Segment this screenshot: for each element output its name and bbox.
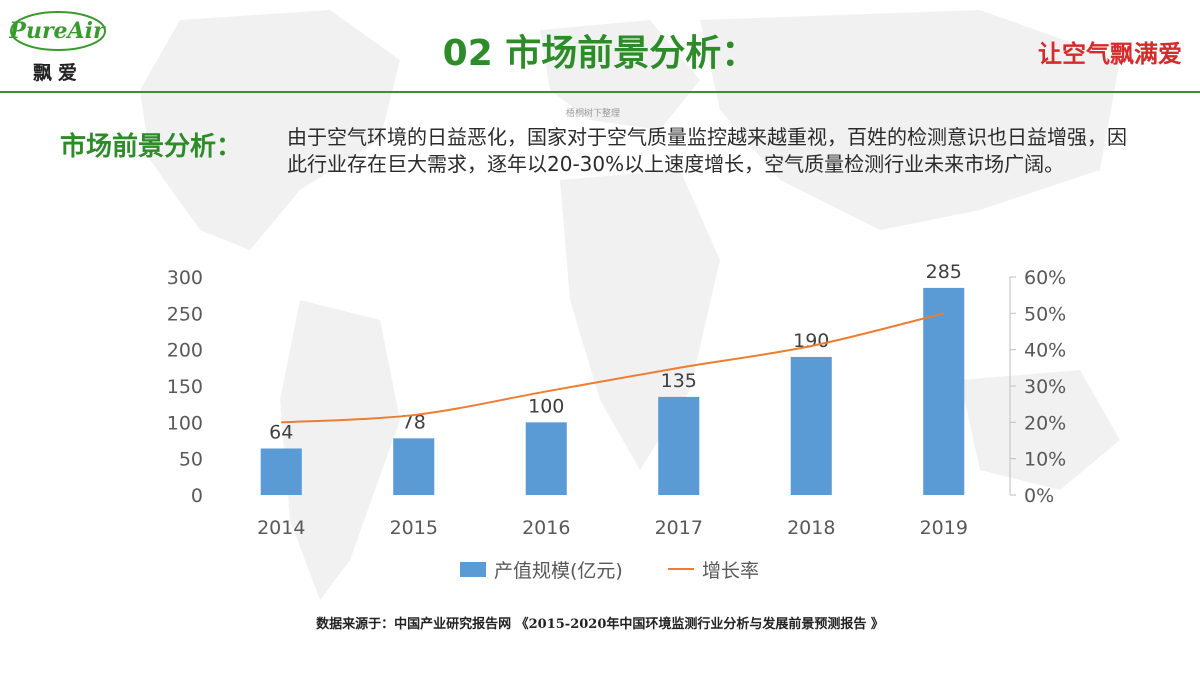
bar-2019	[923, 287, 965, 495]
bar-data-label: 285	[926, 261, 962, 283]
legend-bar-label: 产值规模(亿元)	[494, 560, 623, 582]
bar-2014	[260, 448, 302, 495]
section-heading: 市场前景分析：	[60, 132, 243, 162]
bar-2017	[658, 396, 700, 495]
x-axis-tick-label: 2017	[655, 517, 703, 539]
header-divider	[0, 91, 1200, 93]
legend-bar-swatch	[460, 562, 486, 577]
right-axis-tick-label: 40%	[1024, 340, 1066, 362]
bar-data-label: 78	[402, 411, 426, 433]
right-axis-tick-label: 10%	[1024, 449, 1066, 471]
left-axis-tick-label: 0	[191, 485, 203, 507]
left-axis-tick-label: 300	[167, 267, 203, 289]
left-axis-tick-label: 250	[167, 303, 203, 325]
watermark-text: 梧桐树下整理	[566, 109, 621, 119]
right-axis-tick-label: 20%	[1024, 412, 1066, 434]
bar-data-label: 64	[269, 421, 293, 443]
legend-line-label: 增长率	[702, 560, 759, 582]
x-axis-tick-label: 2015	[390, 517, 438, 539]
right-axis-tick-label: 60%	[1024, 267, 1066, 289]
right-axis-tick-label: 0%	[1024, 485, 1054, 507]
left-axis-tick-label: 100	[167, 412, 203, 434]
bar-2018	[790, 356, 832, 495]
left-axis-tick-label: 150	[167, 376, 203, 398]
logo-oval-icon	[10, 11, 106, 51]
market-chart: 0 50 100 150 200 250 300 0% 10% 20% 30% 40% 50% 60% 64…	[167, 261, 1067, 582]
right-axis-tick-label: 50%	[1024, 303, 1066, 325]
x-axis-tick-label: 2014	[257, 517, 305, 539]
x-axis-tick-label: 2019	[920, 517, 968, 539]
bar-2016	[525, 422, 567, 495]
x-axis-tick-label: 2018	[787, 517, 835, 539]
logo-brand-en: PureAir	[9, 18, 105, 44]
x-axis-tick-label: 2016	[522, 517, 570, 539]
bar-data-label: 190	[793, 330, 829, 352]
slogan-logo: 让空气飘满爱	[1038, 39, 1182, 68]
bar-data-label: 100	[528, 395, 564, 417]
logo-brand-cn: 飘爱	[32, 62, 83, 84]
left-axis-tick-label: 200	[167, 340, 203, 362]
page-title: 02 市场前景分析：	[442, 33, 758, 74]
left-axis-tick-label: 50	[179, 449, 203, 471]
right-axis-tick-label: 30%	[1024, 376, 1066, 398]
growth-rate-line	[281, 312, 944, 424]
data-source-note: 数据来源于：中国产业研究报告网 《2015-2020年中国环境监测行业分析与发展…	[316, 617, 884, 632]
section-body-text: 由于空气环境的日益恶化，国家对于空气质量监控越来越重视，百姓的检测意识也日益增强…	[287, 125, 1127, 176]
bar-2015	[393, 438, 435, 495]
bar-data-label: 135	[661, 370, 697, 392]
pureair-logo: PureAir 飘爱	[8, 8, 108, 88]
